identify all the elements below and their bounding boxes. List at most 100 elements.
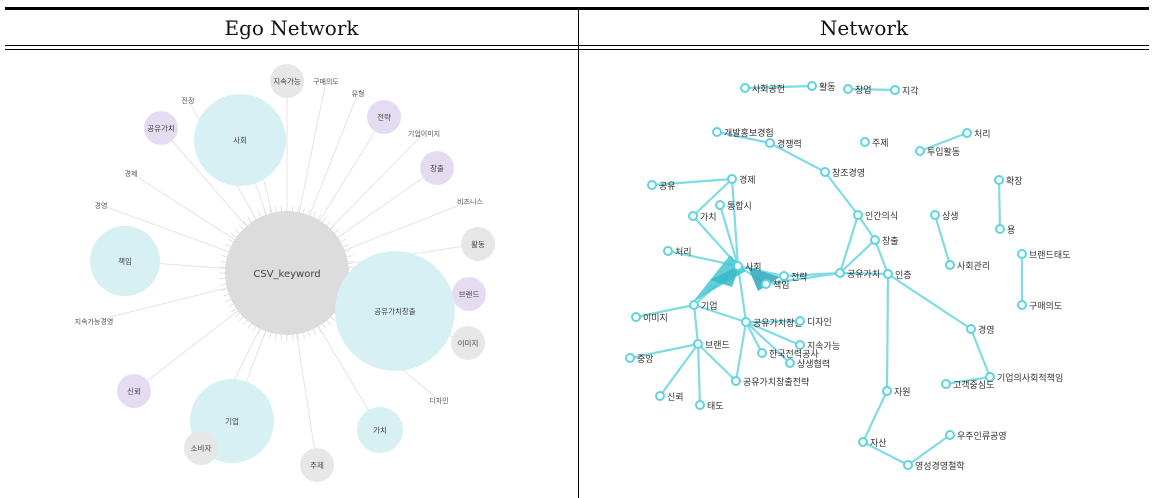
ego-node-label: 신뢰	[127, 387, 141, 396]
network-node-label: 자원	[894, 387, 911, 398]
ego-node-label: 소비자	[191, 444, 212, 453]
hub-tick	[231, 233, 237, 238]
network-edge	[886, 272, 973, 331]
network-node	[807, 81, 817, 91]
column-header-network: Network	[819, 16, 909, 40]
hub-tick	[222, 293, 229, 297]
network-node	[843, 84, 853, 94]
hub-tick	[302, 332, 306, 339]
network-edge	[744, 320, 802, 347]
network-edge	[823, 170, 860, 217]
network-edge	[715, 130, 772, 145]
ego-node	[367, 100, 401, 134]
hub-tick	[247, 323, 252, 329]
network-node	[945, 430, 955, 440]
hub-tick	[238, 224, 244, 230]
network-node	[985, 372, 995, 382]
network-edge	[861, 389, 889, 444]
network-node-label: 구매의도	[1029, 301, 1062, 312]
network-node-label: 활동	[819, 81, 836, 93]
hub-tick	[268, 207, 272, 214]
ego-node	[270, 64, 304, 98]
network-node	[647, 180, 657, 190]
network-node-label: 공유	[659, 181, 676, 192]
hub-tick	[317, 213, 322, 220]
network-node	[966, 324, 976, 334]
hub-tick	[274, 333, 277, 341]
network-node	[741, 317, 751, 327]
ego-node-label: 진정	[182, 96, 195, 105]
network-node	[731, 376, 741, 386]
hub-tick	[219, 260, 227, 263]
hub-tick	[225, 298, 232, 303]
network-node	[740, 83, 750, 93]
network-node	[1017, 249, 1027, 259]
network-node-label: 통합시	[727, 201, 752, 212]
network-edge	[734, 320, 748, 383]
network-edge	[856, 213, 877, 242]
network-node	[625, 353, 635, 363]
network-node	[631, 312, 641, 322]
network-node-label: 경영	[978, 324, 995, 336]
hub-tick	[234, 312, 240, 318]
network-node-label: 고객중심도	[953, 380, 994, 391]
network-edge	[933, 213, 952, 267]
hub-tick	[302, 207, 306, 214]
network-node-label: 신뢰	[667, 392, 684, 403]
ego-node	[144, 111, 178, 145]
network-node-label: 투입활동	[927, 146, 960, 158]
ego-node-label: 구매의도	[313, 77, 339, 86]
network-edge	[997, 178, 1002, 231]
ego-node-label: 지속가능경영	[75, 317, 114, 326]
hub-tick	[340, 238, 347, 243]
network-node-label: 영성경영철학	[915, 460, 965, 472]
network-node-label: 공유가치	[847, 268, 880, 280]
network-arrow	[710, 265, 740, 287]
ego-center-label: CSV_keyword	[253, 269, 320, 280]
hub-tick	[219, 277, 226, 280]
ego-node-label: 전략	[377, 112, 391, 122]
network-node-label: 기업	[701, 301, 718, 312]
network-node	[785, 358, 795, 368]
ego-node-label: 사회	[233, 136, 247, 145]
network-node-label: 사회공헌	[752, 84, 785, 95]
ego-node-label: 이미지	[458, 338, 479, 348]
network-edge	[764, 271, 842, 286]
network-node-label: 전략	[791, 271, 808, 283]
header-rule-upper	[5, 45, 1149, 46]
network-edge	[846, 87, 897, 92]
network-node-label: 이미지	[643, 313, 668, 324]
network-edge	[838, 238, 877, 275]
network-node-label: 인간의식	[865, 211, 898, 222]
hub-tick	[268, 332, 272, 339]
network-node	[663, 246, 673, 256]
hub-tick	[227, 303, 234, 308]
network-node-label: 인증	[895, 270, 912, 281]
ego-node	[184, 431, 218, 465]
network-node	[693, 339, 703, 349]
network-edge	[650, 177, 734, 187]
network-node-label: 용	[1007, 225, 1015, 236]
network-node	[945, 260, 955, 270]
network-node	[765, 138, 775, 148]
hub-tick	[347, 260, 355, 263]
column-divider	[578, 10, 579, 498]
ego-node	[300, 448, 334, 482]
network-node	[870, 235, 880, 245]
ego-node-label: 책임	[118, 256, 132, 266]
hub-tick	[252, 326, 257, 333]
ego-node	[451, 326, 485, 360]
network-edge	[691, 177, 734, 218]
network-edge	[736, 264, 748, 324]
network-node	[890, 85, 900, 95]
network-node	[915, 146, 925, 156]
ego-node-label: 경영	[95, 201, 108, 210]
network-edge	[692, 303, 748, 324]
hub-tick	[342, 243, 349, 248]
network-node-label: 사회	[745, 262, 762, 273]
ego-node	[335, 251, 455, 371]
hub-tick	[297, 333, 300, 341]
hub-tick	[242, 320, 248, 326]
network-node	[995, 224, 1005, 234]
network-node	[795, 340, 805, 350]
